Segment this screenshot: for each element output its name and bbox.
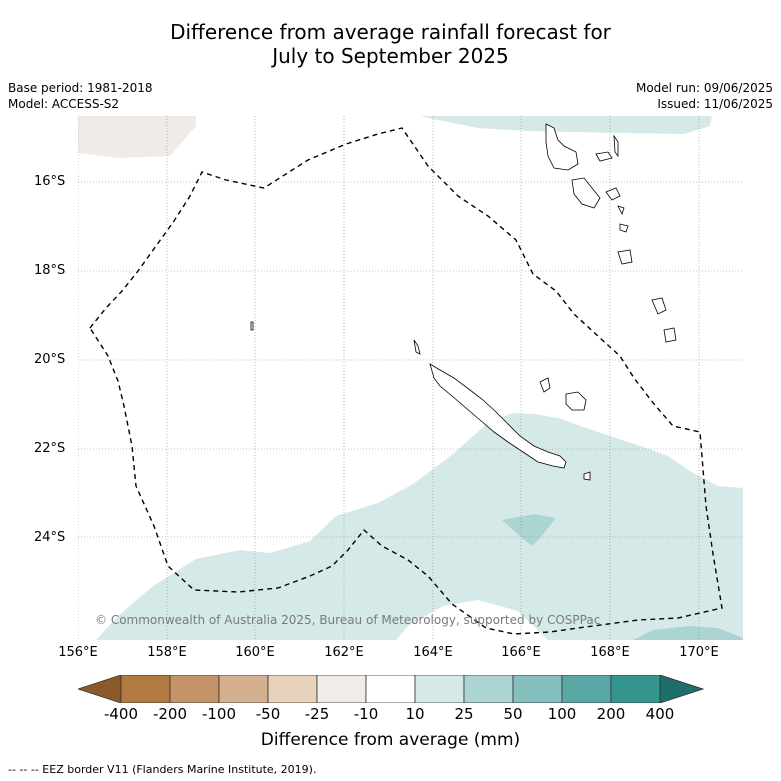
copyright-notice: © Commonwealth of Australia 2025, Bureau… [95,613,601,627]
colorbar-title: Difference from average (mm) [260,730,521,750]
lon-label-164e: 164°E [413,645,453,660]
lat-label-24s: 24°S [34,530,66,545]
coastlines [250,123,677,481]
colorbar-segment [267,675,318,703]
map-area[interactable] [78,116,743,640]
lon-label-158e: 158°E [147,645,187,660]
new-caledonia-island [429,363,567,469]
colorbar-segment [512,675,563,703]
wet-anomaly-region-north [420,116,712,134]
aneityum-island [663,327,677,343]
wet-anomaly-region-south [96,413,743,640]
wet-anomaly-core [502,514,556,546]
eez-border [89,127,723,635]
tanna-island [651,297,667,315]
map-svg [78,116,743,640]
dry-anomaly-region [78,116,196,158]
epi-island [617,205,625,216]
lat-label-18s: 18°S [34,263,66,278]
lon-label-168e: 168°E [590,645,630,660]
gridlines [78,116,743,640]
colorbar-tick: -25 [304,705,330,723]
lat-label-16s: 16°S [34,174,66,189]
colorbar-extend-high [659,675,704,703]
issued-date: Issued: 11/06/2025 [657,97,773,111]
belep-island [413,339,421,355]
colorbar-extend-low [78,675,122,703]
colorbar-segment [316,675,367,703]
eez-legend: -- -- -- EEZ border V11 (Flanders Marine… [8,763,317,776]
efate-island [619,223,629,233]
small-island-west [250,321,254,331]
title-line-1: Difference from average rainfall forecas… [170,20,611,44]
maewo-island [613,134,619,158]
lat-label-22s: 22°S [34,441,66,456]
meta-right: Model run: 09/06/2025 Issued: 11/06/2025 [636,80,773,112]
colorbar-tick: 25 [454,705,474,723]
colorbar-segment [561,675,612,703]
colorbar-tick: 50 [503,705,523,723]
colorbar-segment [365,675,416,703]
colorbar-segment [218,675,269,703]
colorbar-tick: -50 [255,705,281,723]
wet-anomaly-core-se [633,626,743,640]
colorbar-tick: 200 [596,705,626,723]
colorbar-tick: 100 [547,705,577,723]
colorbar-tick: -10 [353,705,379,723]
lon-label-166e: 166°E [501,645,541,660]
lon-label-170e: 170°E [679,645,719,660]
colorbar-segment [414,675,465,703]
model-run: Model run: 09/06/2025 [635,81,773,95]
meta-left: Base period: 1981-2018 Model: ACCESS-S2 [8,80,153,112]
colorbar [78,675,704,703]
espiritu-santo-island [545,123,579,171]
colorbar-tick: -100 [201,705,237,723]
model-name: Model: ACCESS-S2 [8,97,120,111]
mare-island [583,471,591,481]
erromango-island [617,249,633,265]
malekula-island [571,177,601,209]
colorbar-segment [463,675,514,703]
lifou-island [565,391,587,411]
lon-label-162e: 162°E [324,645,364,660]
colorbar-segment [610,675,661,703]
pentecost-island [595,151,613,162]
lat-label-20s: 20°S [34,352,66,367]
colorbar-segment [120,675,171,703]
base-period: Base period: 1981-2018 [8,81,153,95]
colorbar-tick: -200 [152,705,188,723]
lon-label-160e: 160°E [235,645,275,660]
colorbar-tick: -400 [103,705,139,723]
map-title: Difference from average rainfall forecas… [0,20,781,68]
ouvea-island [539,377,551,393]
colorbar-segment [169,675,220,703]
colorbar-tick: 400 [645,705,675,723]
title-line-2: July to September 2025 [272,44,509,68]
ambrym-island [605,187,621,201]
lon-label-156e: 156°E [58,645,98,660]
colorbar-tick: 10 [405,705,425,723]
